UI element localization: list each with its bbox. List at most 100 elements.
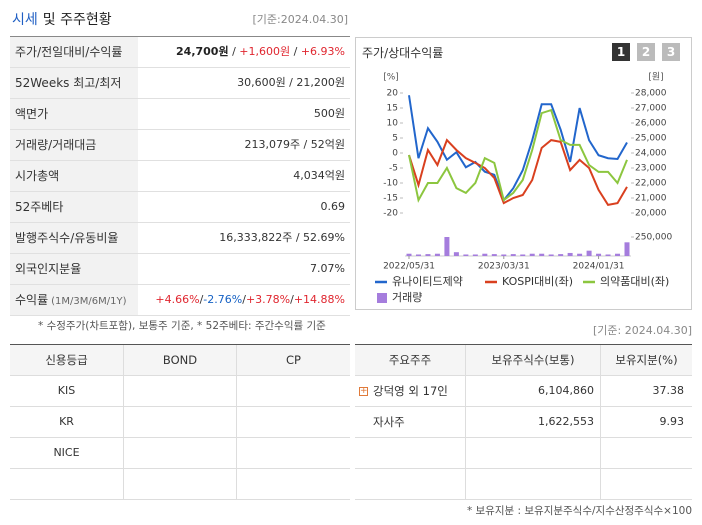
volume-bar	[539, 253, 545, 256]
volume-bar	[567, 252, 573, 256]
cell: + 강덕영 외 17인	[355, 376, 465, 407]
value-part: /	[290, 293, 294, 306]
volume-bar	[605, 254, 611, 256]
date: [기준: 2024.04.30]	[592, 324, 692, 337]
row-label: 수익률 (1M/3M/6M/1Y)	[10, 285, 138, 316]
cell	[236, 438, 350, 469]
y2-unit: [원]	[648, 72, 663, 83]
header-cell: 신용등급	[10, 345, 123, 376]
value-part: 16,333,822주 / 52.69%	[219, 231, 345, 244]
y2-tick-label: 20,000	[635, 209, 667, 219]
value-part: +3.78%	[245, 293, 291, 306]
y-tick-label: 15	[387, 104, 398, 114]
holder-shares: 1,622,553	[538, 415, 594, 428]
legend-label: 의약품대비(좌)	[600, 274, 669, 288]
cell: 9.93	[600, 407, 692, 438]
holder-shares: 6,104,860	[538, 384, 594, 397]
value-part: 500원	[313, 107, 345, 120]
volume-bar	[624, 242, 630, 256]
y2-tick-label: 23,000	[635, 164, 667, 174]
header-cell: 보유주식수(보통)	[465, 345, 600, 376]
title-highlight: 시세	[12, 12, 38, 28]
value-part: +6.93%	[300, 45, 345, 58]
cell	[123, 407, 236, 438]
table-top-border	[10, 344, 350, 345]
cell: 6,104,860	[465, 376, 600, 407]
cell: 자사주	[355, 407, 465, 438]
row-label: 외국인지분율	[10, 254, 138, 285]
cell	[123, 376, 236, 407]
legend-swatch	[377, 293, 387, 303]
y2-tick-label: 26,000	[635, 119, 667, 129]
cell: NICE	[10, 438, 123, 469]
header-cell: 보유지분(%)	[600, 345, 692, 376]
volume-bar	[577, 253, 583, 256]
volume-bar	[482, 253, 488, 256]
row-value: 30,600원 / 21,200원	[138, 68, 350, 99]
y2-tick-label: 25,000	[635, 134, 667, 144]
cell	[236, 376, 350, 407]
expand-icon[interactable]: +	[359, 386, 368, 396]
chart-tab[interactable]: 3	[662, 43, 680, 61]
volume-bar	[596, 253, 602, 256]
y-tick-label: 0	[392, 149, 398, 159]
row-label: 발행주식수/유동비율	[10, 223, 138, 254]
cell	[600, 438, 692, 469]
summary-note: * 수정주가(차트포함), 보통주 기준, * 52주베타: 주간수익률 기준	[38, 320, 326, 332]
label: 액면가	[15, 107, 49, 121]
cell	[236, 469, 350, 500]
volume-bar	[425, 254, 431, 256]
cell	[465, 469, 600, 500]
table-top-border	[355, 344, 692, 345]
label: 발행주식수/유동비율	[15, 231, 119, 245]
volume-bar	[406, 253, 412, 256]
sublabel: (1M/3M/6M/1Y)	[51, 296, 127, 307]
volume-bar	[444, 237, 450, 256]
chart-title: 주가/상대수익률	[362, 46, 444, 60]
y3-tick-label: 250,000	[635, 233, 672, 243]
row-label: 거래량/거래대금	[10, 130, 138, 161]
x-tick-label: 2024/01/31	[573, 262, 625, 272]
header-cell: BOND	[123, 345, 236, 376]
volume-bar	[558, 254, 564, 256]
y2-tick-label: 28,000	[635, 89, 667, 99]
y-tick-label: -10	[383, 179, 398, 189]
chart-tab[interactable]: 1	[612, 43, 630, 61]
table-top-border	[10, 36, 350, 37]
cell	[600, 469, 692, 500]
chart-tab[interactable]: 2	[637, 43, 655, 61]
y-unit: [%]	[383, 73, 399, 83]
label: 52주베타	[15, 200, 64, 214]
value-part: /	[290, 45, 301, 58]
volume-bar	[501, 254, 507, 256]
cell: KR	[10, 407, 123, 438]
cell: 1,622,553	[465, 407, 600, 438]
row-label: 시가총액	[10, 161, 138, 192]
y2-tick-label: 24,000	[635, 149, 667, 159]
row-label: 주가/전일대비/수익률	[10, 37, 138, 68]
title-rest: 및 주주현황	[42, 12, 112, 28]
y-tick-label: -5	[389, 164, 398, 174]
value-part: 4,034억원	[293, 169, 345, 182]
volume-bar	[472, 254, 478, 256]
row-value: 500원	[138, 99, 350, 130]
value-part: 7.07%	[310, 262, 345, 275]
series-line	[408, 138, 628, 207]
y-tick-label: -15	[383, 194, 398, 204]
value-part: /	[228, 45, 240, 58]
value-part: /	[199, 293, 204, 306]
cell: KIS	[10, 376, 123, 407]
legend-label: 거래량	[392, 291, 422, 304]
y2-tick-label: 27,000	[635, 104, 667, 114]
value-part: -2.76%	[203, 293, 243, 306]
label: 시가총액	[15, 169, 60, 183]
series-line	[408, 108, 628, 203]
volume-bar	[463, 254, 469, 256]
row-label: 52주베타	[10, 192, 138, 223]
value-part: 213,079주 / 52억원	[244, 138, 345, 151]
row-value: 7.07%	[138, 254, 350, 285]
volume-bar	[453, 252, 459, 256]
cell	[123, 469, 236, 500]
volume-bar	[415, 254, 421, 256]
